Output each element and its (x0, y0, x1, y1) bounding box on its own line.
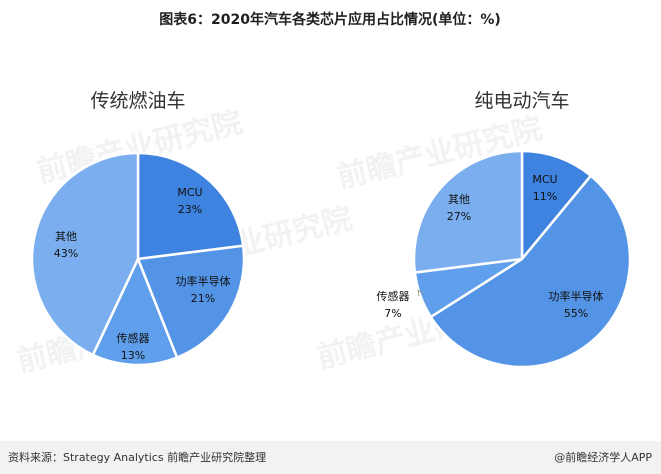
slice-value-power-semiconductor-electric-vehicle: 55% (564, 307, 588, 320)
slice-value-other-electric-vehicle: 27% (447, 210, 471, 223)
slice-label-power-semiconductor-electric-vehicle: 功率半导体 (549, 289, 604, 303)
slice-label-sensor-electric-vehicle: 传感器 (377, 290, 410, 303)
slice-label-mcu-electric-vehicle: MCU (532, 173, 557, 186)
slice-mcu-electric-vehicle (520, 149, 593, 261)
chart-title: 图表6：2020年汽车各类芯片应用占比情况(单位：%) (159, 11, 501, 28)
pie-title-electric-vehicle: 纯电动汽车 (474, 90, 569, 112)
slice-value-mcu-electric-vehicle: 11% (533, 190, 557, 203)
slice-label-power-semiconductor-fuel-vehicle: 功率半导体 (176, 274, 231, 288)
source-bar (0, 441, 661, 474)
slice-value-mcu-fuel-vehicle: 23% (178, 203, 202, 216)
slice-label-sensor-fuel-vehicle: 传感器 (117, 332, 150, 345)
slice-power-semiconductor-fuel-vehicle (136, 244, 246, 359)
slice-other-electric-vehicle (412, 149, 524, 274)
slice-value-sensor-fuel-vehicle: 13% (121, 349, 145, 362)
slice-value-sensor-electric-vehicle: 7% (384, 307, 401, 320)
slice-label-mcu-fuel-vehicle: MCU (177, 186, 202, 199)
pie-chart-electric-vehicle: 纯电动汽车 MCU 11% 功率半导体 55% 传感器 7% 其他 27% (377, 90, 632, 369)
slice-power-semiconductor-electric-vehicle (429, 174, 632, 369)
slice-label-other-fuel-vehicle: 其他 (55, 230, 77, 243)
slice-value-other-fuel-vehicle: 43% (54, 247, 78, 260)
slice-value-power-semiconductor-fuel-vehicle: 21% (191, 292, 215, 305)
slice-label-other-electric-vehicle: 其他 (448, 193, 470, 206)
source-text: 资料来源：Strategy Analytics 前瞻产业研究院整理 (8, 450, 266, 464)
pie-title-fuel-vehicle: 传统燃油车 (90, 90, 185, 112)
slice-other-fuel-vehicle (30, 151, 140, 357)
slice-mcu-fuel-vehicle (136, 151, 245, 261)
leader-line-sensor-electric-vehicle (417, 289, 425, 297)
slice-sensor-fuel-vehicle (91, 257, 179, 367)
pie-chart-fuel-vehicle: 传统燃油车 MCU 23% 功率半导体 21% 传感器 13% 其他 43% (30, 90, 246, 367)
brand-text: @前瞻经济学人APP (554, 450, 652, 464)
